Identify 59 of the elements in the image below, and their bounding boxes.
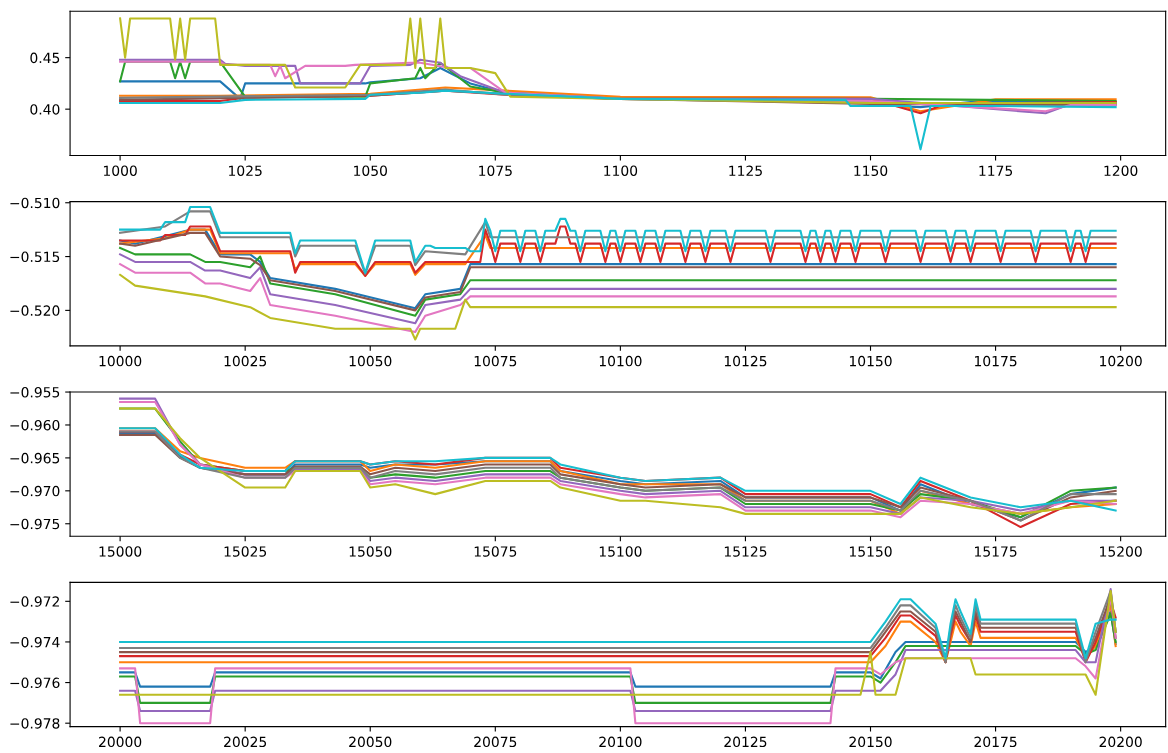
x-tick-label: 20050 bbox=[349, 736, 392, 748]
x-tick-label: 15050 bbox=[349, 546, 392, 557]
x-tick-label: 10025 bbox=[224, 355, 267, 367]
y-tick-label: −0.520 bbox=[10, 305, 60, 316]
x-tick-label: 20000 bbox=[99, 736, 142, 748]
line-series bbox=[119, 590, 1117, 696]
x-tick-label: 15200 bbox=[1100, 546, 1142, 557]
y-tick-label: −0.970 bbox=[10, 485, 60, 497]
y-tick-label: −0.515 bbox=[10, 251, 60, 263]
x-tick-label: 15125 bbox=[724, 546, 767, 557]
line-series bbox=[119, 610, 1117, 688]
x-tick-label: 15175 bbox=[975, 546, 1017, 557]
y-tick-label: −0.955 bbox=[10, 387, 60, 398]
x-tick-label: 10125 bbox=[724, 355, 767, 367]
y-tick-label: −0.972 bbox=[10, 596, 59, 607]
y-tick-label: 0.45 bbox=[30, 52, 60, 64]
y-tick-label: −0.510 bbox=[10, 197, 60, 209]
x-tick-label: 10200 bbox=[1100, 355, 1142, 367]
x-tick-label: 20075 bbox=[474, 736, 517, 748]
x-tick-label: 15150 bbox=[849, 546, 892, 557]
x-tick-label: 1100 bbox=[604, 165, 638, 176]
x-tick-label: 10175 bbox=[975, 355, 1017, 367]
line-series bbox=[119, 253, 1117, 325]
x-tick-label: 15025 bbox=[224, 546, 267, 557]
line-series bbox=[119, 17, 1117, 105]
line-series bbox=[119, 263, 1117, 333]
x-tick-label: 20100 bbox=[599, 736, 642, 748]
x-tick-label: 1050 bbox=[354, 165, 387, 176]
x-tick-label: 1000 bbox=[103, 165, 137, 176]
line-series bbox=[119, 612, 1117, 704]
y-tick-label: −0.976 bbox=[10, 677, 60, 689]
x-tick-label: 20175 bbox=[974, 736, 1017, 748]
x-tick-label: 1150 bbox=[854, 165, 888, 176]
y-tick-label: −0.978 bbox=[10, 718, 60, 729]
x-tick-label: 15075 bbox=[474, 546, 517, 557]
x-tick-label: 1025 bbox=[229, 165, 262, 176]
x-tick-label: 20150 bbox=[849, 736, 892, 748]
x-tick-label: 15100 bbox=[599, 546, 642, 557]
line-series bbox=[119, 246, 1117, 317]
x-tick-label: 1075 bbox=[479, 165, 512, 176]
y-tick-label: −0.975 bbox=[10, 518, 60, 530]
x-tick-label: 10050 bbox=[349, 355, 392, 367]
line-series bbox=[119, 89, 1117, 151]
x-tick-label: 20025 bbox=[224, 736, 267, 748]
x-tick-label: 10100 bbox=[599, 355, 642, 367]
x-tick-label: 10000 bbox=[99, 355, 142, 367]
y-tick-label: −0.965 bbox=[10, 452, 60, 464]
line-series bbox=[119, 273, 1117, 341]
x-tick-label: 20200 bbox=[1099, 736, 1142, 748]
x-tick-label: 20125 bbox=[724, 736, 767, 748]
y-tick-label: −0.960 bbox=[10, 419, 60, 431]
x-tick-label: 1125 bbox=[729, 165, 762, 176]
x-tick-label: 10075 bbox=[474, 355, 517, 367]
x-tick-label: 10150 bbox=[849, 355, 892, 367]
x-tick-label: 1200 bbox=[1104, 165, 1138, 176]
x-tick-label: 1175 bbox=[979, 165, 1013, 176]
y-tick-label: −0.974 bbox=[10, 636, 60, 648]
x-tick-label: 15000 bbox=[99, 546, 142, 557]
y-tick-label: 0.40 bbox=[30, 104, 60, 115]
